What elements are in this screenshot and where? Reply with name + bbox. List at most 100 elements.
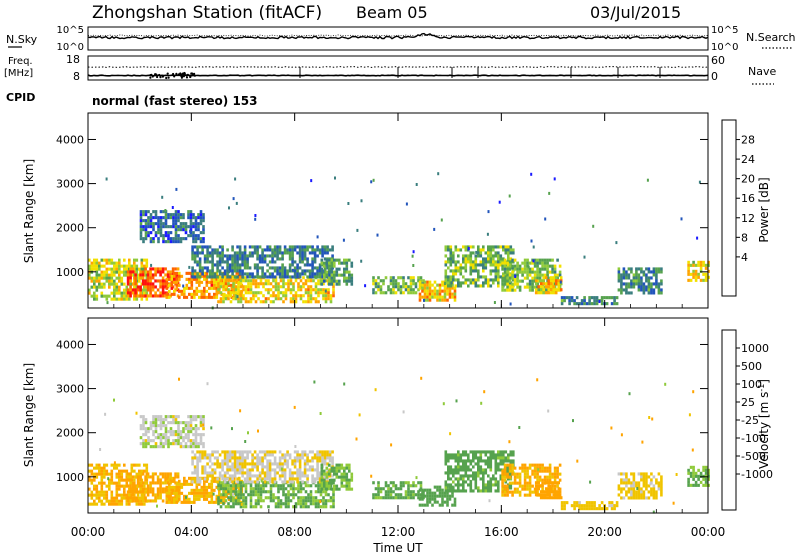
- range-gate-cell: [553, 177, 556, 181]
- range-gate-cell: [317, 300, 320, 304]
- range-gate-cell: [469, 269, 473, 273]
- range-gate-cell: [211, 272, 214, 276]
- range-gate-cell: [707, 275, 710, 279]
- range-gate-cell: [93, 297, 96, 301]
- range-gate-cell: [563, 504, 566, 508]
- range-gate-cell: [149, 222, 153, 226]
- range-gate-cell: [239, 496, 243, 500]
- range-gate-cell: [298, 245, 302, 249]
- range-gate-cell: [503, 288, 507, 292]
- range-gate-cell: [261, 251, 264, 255]
- range-gate-cell: [489, 251, 493, 255]
- range-gate-cell: [162, 222, 165, 226]
- range-gate-cell: [211, 275, 214, 279]
- range-gate-cell: [327, 493, 330, 497]
- range-gate-cell: [243, 450, 247, 454]
- range-gate-cell: [184, 225, 188, 229]
- range-gate-cell: [652, 291, 656, 295]
- range-gate-cell: [179, 225, 183, 229]
- range-gate-cell: [244, 484, 248, 488]
- range-gate-cell: [469, 272, 473, 276]
- range-gate-cell: [228, 257, 232, 261]
- range-gate-cell: [226, 477, 229, 481]
- range-gate-cell: [239, 276, 243, 280]
- range-gate-cell: [189, 216, 193, 220]
- range-gate-cell: [556, 466, 559, 470]
- range-gate-cell: [278, 266, 282, 270]
- range-gate-cell: [409, 493, 413, 497]
- range-gate-cell: [100, 493, 104, 497]
- range-gate-cell: [213, 277, 216, 281]
- range-gate-cell: [210, 488, 214, 492]
- range-gate-cell: [526, 258, 529, 262]
- range-gate-cell: [447, 257, 450, 261]
- range-gate-cell: [139, 475, 142, 479]
- range-gate-cell: [113, 267, 116, 271]
- range-gate-cell: [433, 280, 437, 284]
- range-gate-cell: [129, 481, 132, 485]
- range-gate-cell: [215, 271, 219, 275]
- range-gate-cell: [328, 264, 331, 268]
- range-gate-cell: [377, 484, 380, 488]
- range-gate-cell: [103, 258, 106, 262]
- range-gate-cell: [236, 468, 239, 472]
- range-gate-cell: [193, 269, 197, 273]
- range-gate-cell: [575, 501, 579, 505]
- range-gate-cell: [615, 501, 619, 505]
- range-gate-cell: [215, 283, 219, 287]
- range-gate-cell: [637, 285, 641, 289]
- range-gate-cell: [115, 261, 119, 265]
- range-gate-cell: [637, 472, 641, 476]
- range-gate-cell: [211, 248, 214, 252]
- range-gate-cell: [477, 474, 480, 478]
- range-gate-cell: [304, 288, 308, 292]
- range-gate-cell: [144, 231, 148, 235]
- range-gate-cell: [205, 280, 209, 284]
- range-gate-cell: [319, 288, 323, 292]
- range-gate-cell: [263, 456, 267, 460]
- range-gate-cell: [297, 282, 300, 286]
- range-gate-cell: [343, 267, 346, 271]
- range-gate-cell: [188, 271, 191, 275]
- range-gate-cell: [223, 494, 226, 498]
- range-gate-cell: [503, 267, 507, 271]
- range-gate-cell: [411, 254, 414, 258]
- range-gate-cell: [412, 484, 415, 488]
- range-gate-cell: [170, 485, 174, 489]
- range-gate-cell: [412, 276, 415, 280]
- range-gate-cell: [409, 490, 413, 494]
- range-gate-cell: [625, 276, 628, 280]
- range-gate-cell: [172, 433, 175, 437]
- range-gate-cell: [426, 280, 429, 284]
- range-gate-cell: [518, 475, 522, 479]
- range-gate-cell: [699, 263, 703, 267]
- range-gate-cell: [263, 465, 267, 469]
- range-gate-cell: [221, 260, 224, 264]
- range-gate-cell: [203, 286, 206, 290]
- range-gate-cell: [178, 488, 181, 492]
- range-gate-cell: [660, 475, 663, 479]
- range-gate-cell: [482, 281, 485, 285]
- range-gate-cell: [484, 260, 488, 264]
- range-gate-cell: [221, 257, 224, 261]
- range-gate-cell: [467, 284, 470, 288]
- range-gate-cell: [211, 477, 214, 481]
- range-gate-cell: [563, 299, 566, 303]
- range-gate-cell: [464, 278, 468, 282]
- range-gate-cell: [350, 279, 354, 283]
- range-gate-cell: [202, 427, 205, 431]
- range-gate-cell: [635, 276, 638, 280]
- range-gate-cell: [210, 479, 214, 483]
- range-gate-cell: [95, 490, 99, 494]
- range-gate-cell: [340, 481, 344, 485]
- range-gate-cell: [292, 487, 295, 491]
- range-gate-cell: [233, 453, 237, 457]
- range-gate-cell: [335, 469, 339, 473]
- range-gate-cell: [193, 260, 197, 264]
- range-gate-cell: [288, 480, 292, 484]
- range-gate-cell: [543, 273, 547, 277]
- range-gate-cell: [549, 276, 553, 280]
- range-gate-cell: [317, 502, 320, 506]
- range-gate-cell: [105, 496, 109, 500]
- range-gate-cell: [244, 297, 248, 301]
